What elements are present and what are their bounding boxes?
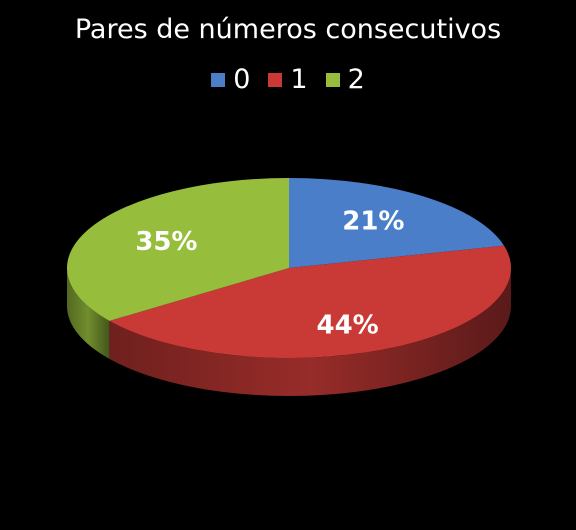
legend-item-2: 2: [325, 62, 365, 98]
data-label-1: 44%: [316, 310, 378, 340]
pie-side-2: [67, 268, 110, 359]
legend-swatch-2: [325, 73, 340, 87]
pie-slice-1: [109, 245, 511, 359]
chart-title: Pares de números consecutivos: [74, 14, 502, 45]
pie-slice-0: [289, 178, 505, 268]
legend-item-0: 0: [211, 62, 250, 98]
legend-swatch-1: [268, 73, 283, 87]
pie-side-1: [109, 268, 512, 397]
pie-slice-2: [67, 178, 289, 321]
legend-label-0: 0: [233, 64, 251, 95]
legend-swatch-0: [211, 73, 226, 87]
chart-legend: 0 1 2: [0, 62, 576, 98]
legend-label-1: 1: [290, 64, 308, 95]
legend-label-2: 2: [347, 64, 365, 95]
data-label-2: 35%: [135, 227, 197, 257]
legend-item-1: 1: [268, 62, 308, 98]
data-label-0: 21%: [342, 207, 404, 237]
